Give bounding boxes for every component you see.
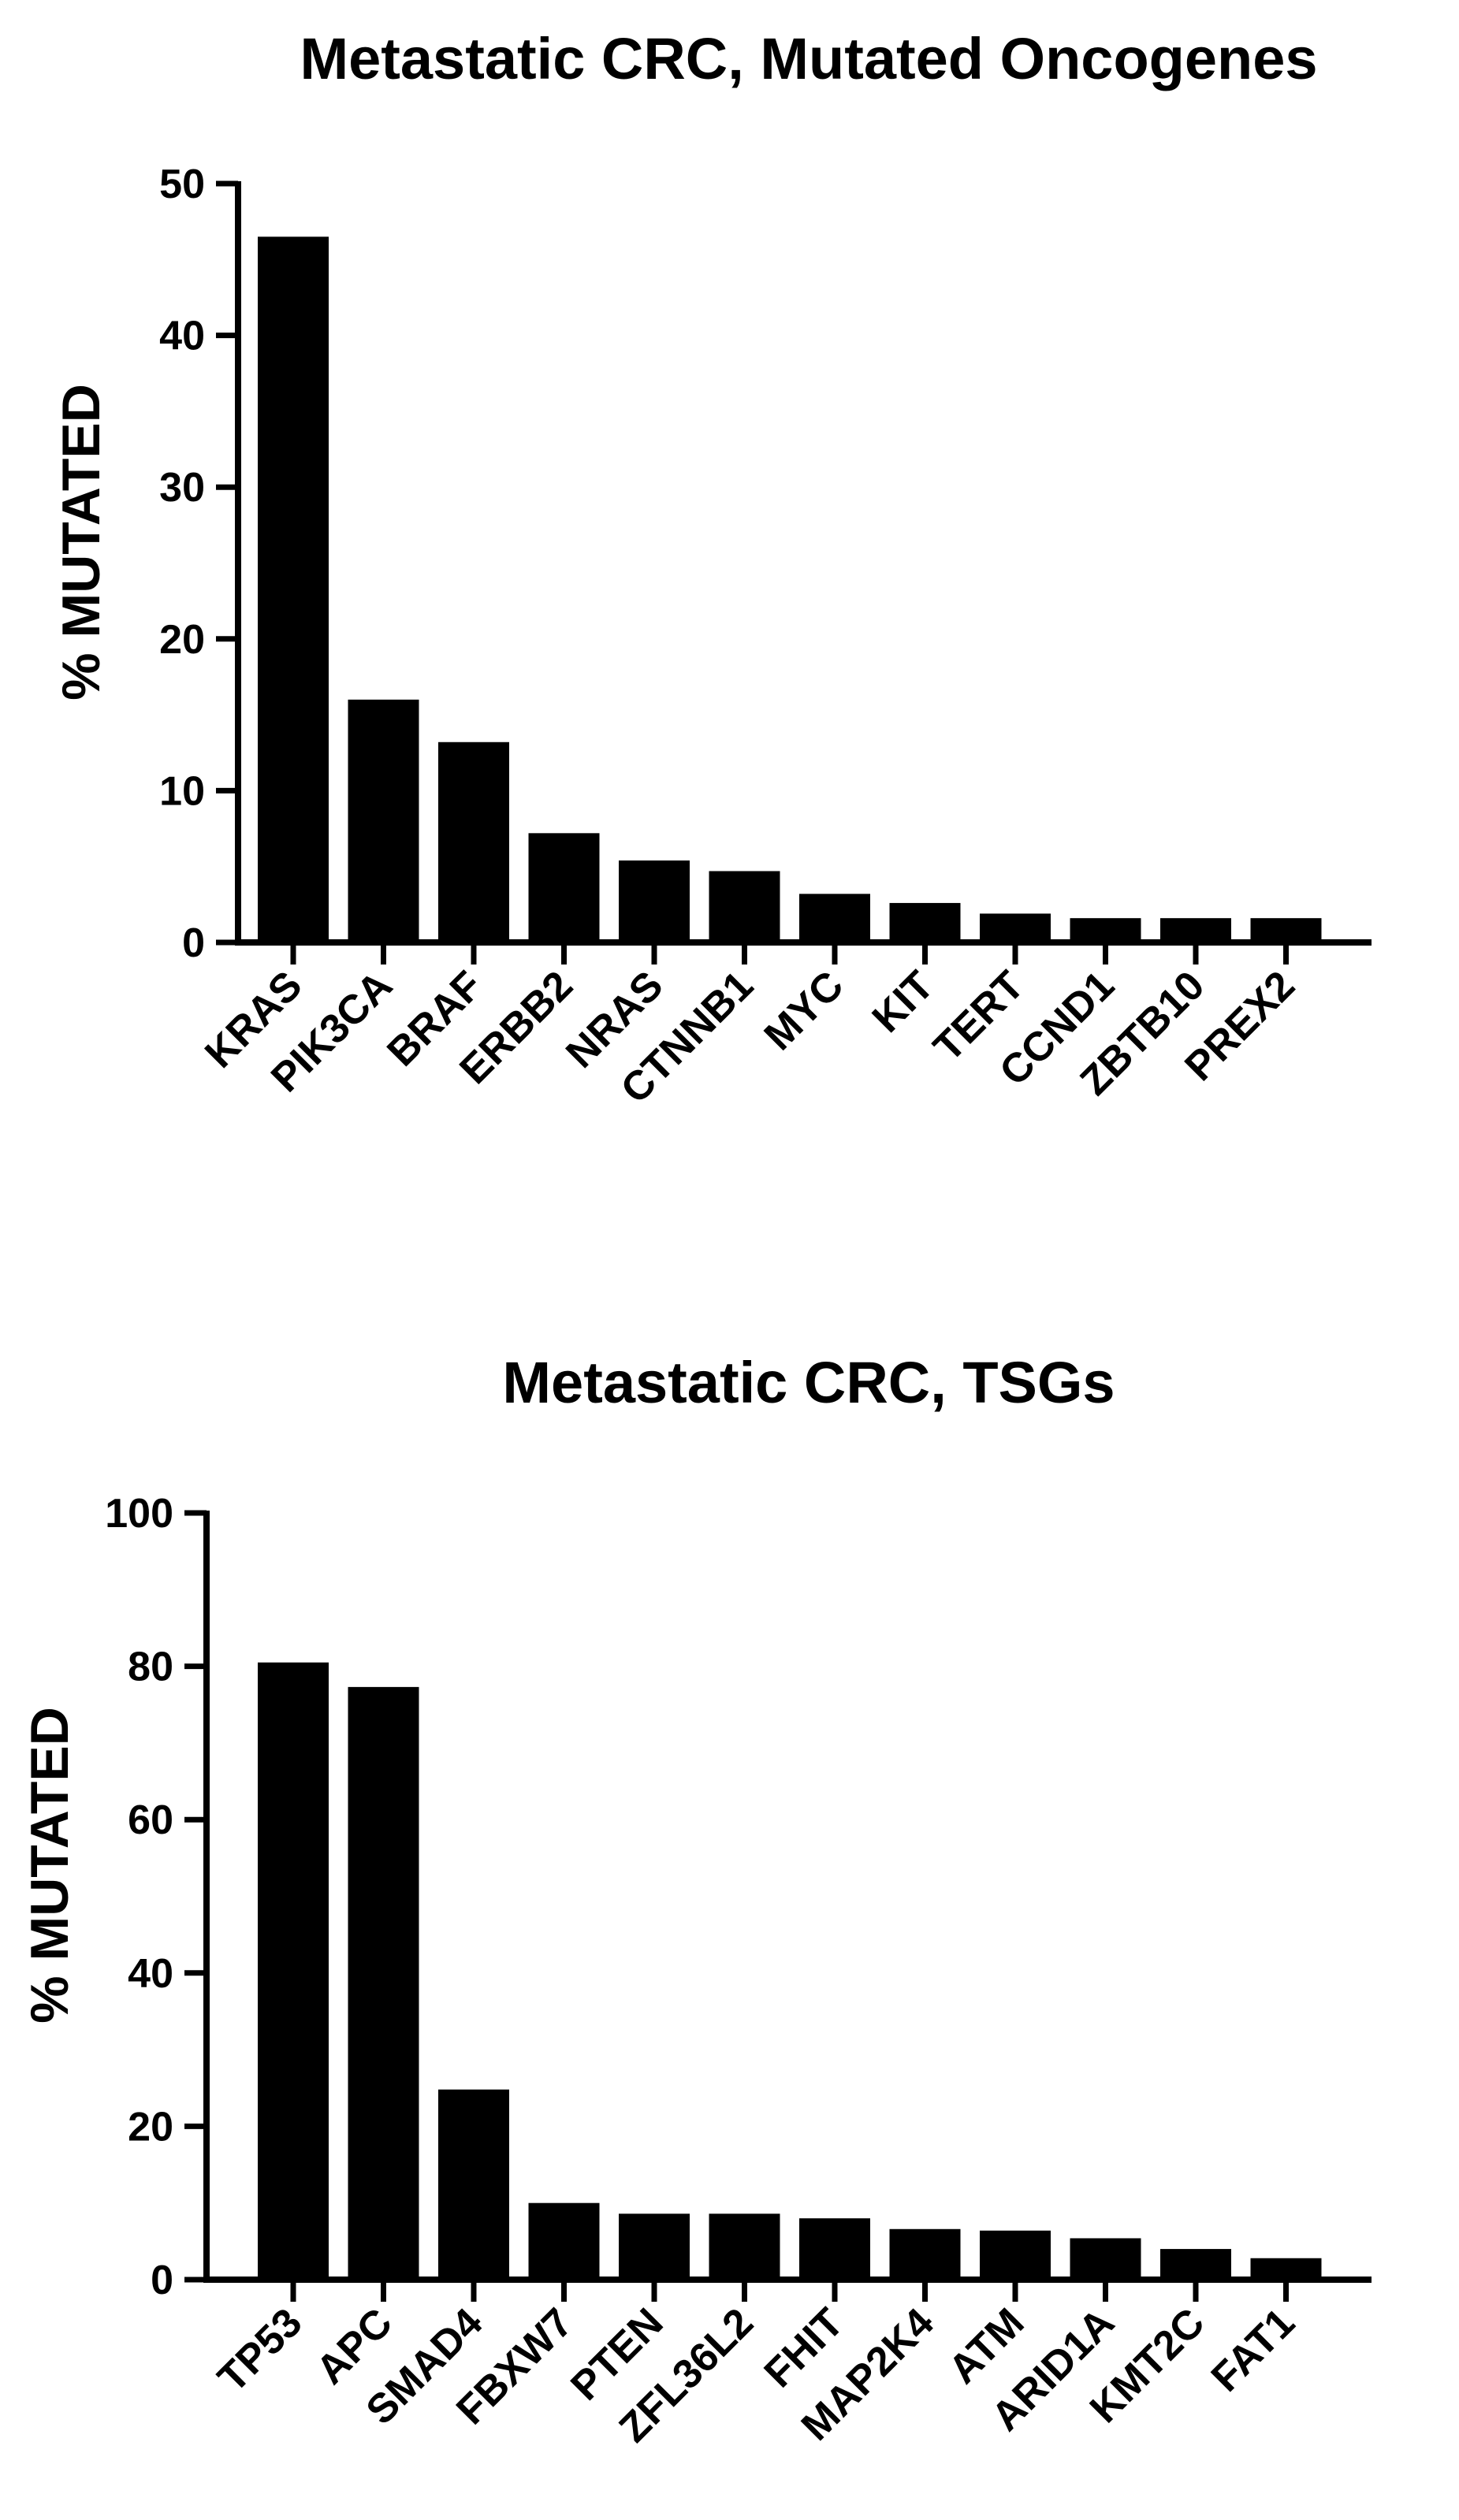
bar (709, 2213, 780, 2280)
bar-series: 020406080100TP53APCSMAD4FBXW7PTENZFL36L2… (105, 1491, 1372, 2451)
bar (348, 1686, 419, 2280)
bar (980, 2230, 1051, 2280)
chart-oncogenes: Metastatic CRC, Mutated Oncogenes % MUTA… (51, 26, 1372, 1113)
y-tick-label: 40 (128, 1951, 173, 1997)
bar (438, 2089, 509, 2280)
bar-series: 01020304050KRASPIK3CABRAFERBB2NRASCTNNB1… (159, 162, 1372, 1113)
bar (1250, 2258, 1322, 2280)
y-axis-label: % MUTATED (51, 384, 111, 701)
bar (1160, 918, 1231, 942)
x-category-label: FAT1 (1203, 2299, 1304, 2400)
x-category-label: TP53 (210, 2299, 311, 2401)
chart-title: Metastatic CRC, Mutated Oncogenes (300, 26, 1317, 91)
chart-tsgs: Metastatic CRC, TSGs % MUTATED 0 20 40 60 80… (20, 1350, 1372, 2451)
y-tick-label: 10 (159, 768, 205, 814)
y-axis-label: % MUTATED (20, 1707, 80, 2024)
y-tick-label: 30 (159, 465, 205, 511)
bar (528, 833, 600, 942)
y-tick-label: 0 (182, 920, 205, 966)
bar (709, 871, 780, 942)
y-tick-label: 60 (128, 1797, 173, 1843)
bar (348, 699, 419, 942)
y-tick-label: 20 (128, 2104, 173, 2150)
y-tick-label: 80 (128, 1645, 173, 1690)
bar (258, 236, 329, 942)
bar (619, 860, 690, 942)
y-tick-label: 50 (159, 162, 205, 207)
bar (528, 2202, 600, 2280)
y-tick-label: 40 (159, 314, 205, 359)
bar (799, 894, 870, 942)
x-category-label: MYC (756, 962, 853, 1059)
bar (1070, 918, 1141, 942)
bar (889, 902, 961, 942)
y-tick-label: 100 (105, 1491, 173, 1537)
bar (619, 2213, 690, 2280)
bar (258, 1662, 329, 2280)
y-tick-label: 20 (159, 617, 205, 663)
bar (980, 913, 1051, 942)
bar (1250, 918, 1322, 942)
bar (438, 742, 509, 942)
x-category-label: KIT (864, 962, 943, 1041)
chart-title: Metastatic CRC, TSGs (502, 1350, 1115, 1415)
bar (889, 2228, 961, 2280)
bar (1160, 2249, 1231, 2280)
bar (799, 2218, 870, 2280)
bar (1070, 2238, 1141, 2280)
y-tick-label: 0 (151, 2258, 173, 2303)
